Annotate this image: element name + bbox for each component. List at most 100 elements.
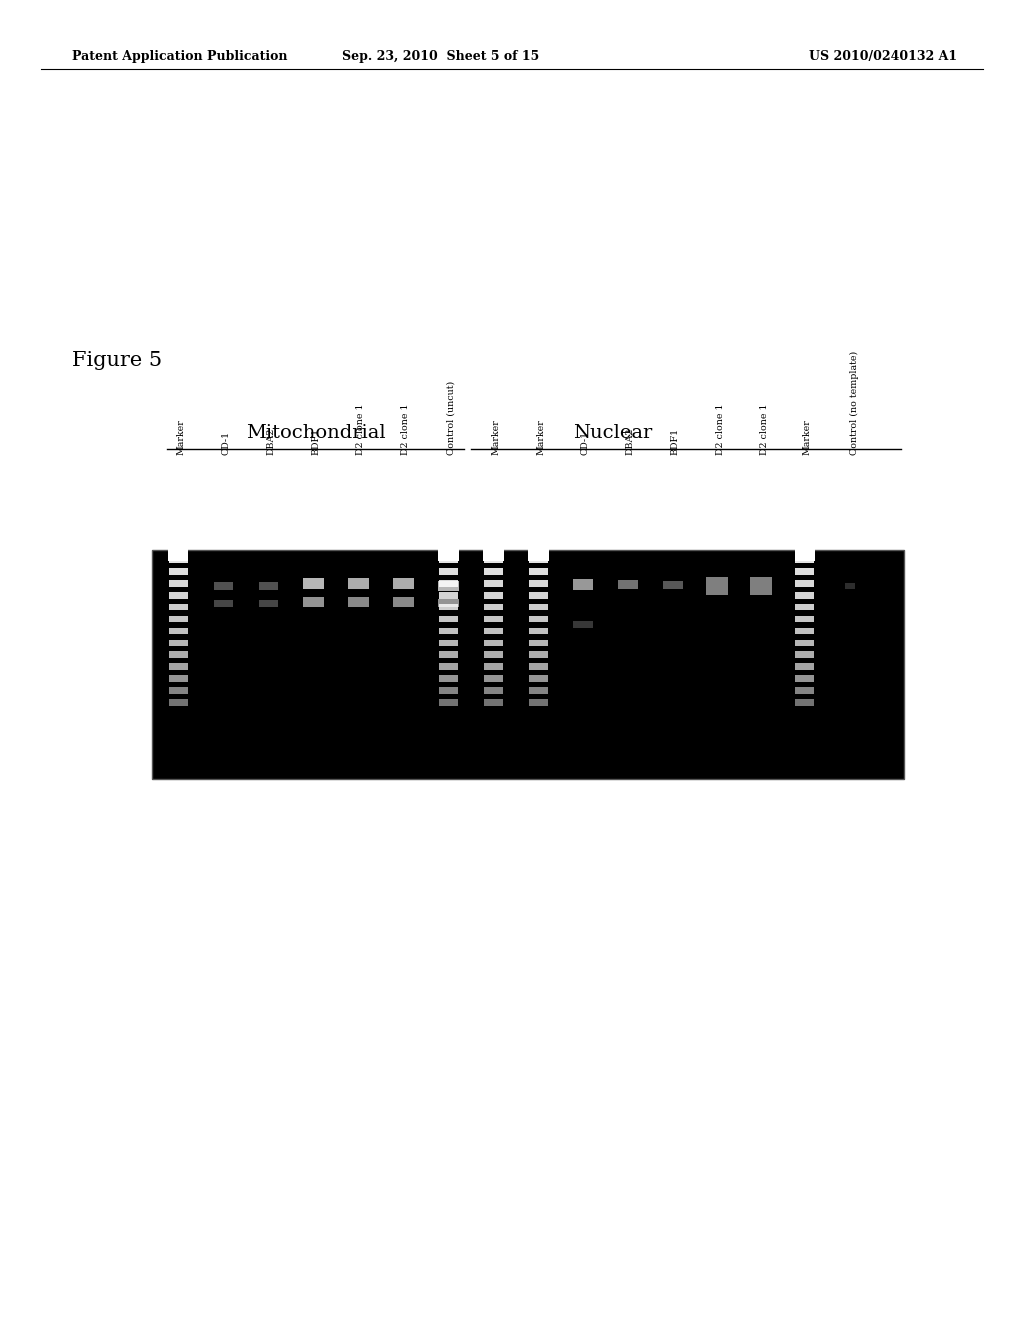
Bar — [169, 686, 187, 694]
Bar — [439, 639, 458, 645]
Text: Marker: Marker — [176, 420, 185, 455]
Bar — [484, 663, 503, 671]
Bar — [214, 599, 232, 606]
Bar — [529, 603, 548, 610]
Bar — [439, 615, 458, 622]
Text: BDF1: BDF1 — [671, 428, 680, 455]
Bar — [484, 675, 503, 681]
Text: Figure 5: Figure 5 — [72, 351, 162, 370]
Bar — [169, 675, 187, 681]
Bar — [750, 577, 772, 594]
Bar — [348, 578, 369, 589]
Bar — [529, 557, 548, 562]
Bar — [484, 568, 503, 576]
Text: DBA2: DBA2 — [266, 428, 275, 455]
Bar — [484, 686, 503, 694]
Text: CD-1: CD-1 — [581, 432, 590, 455]
Bar — [663, 581, 683, 589]
Text: D2 clone 1: D2 clone 1 — [760, 404, 769, 455]
Text: Marker: Marker — [492, 420, 501, 455]
Text: Nuclear: Nuclear — [572, 424, 652, 442]
Bar — [169, 663, 187, 671]
Bar — [528, 540, 549, 561]
Text: Sep. 23, 2010  Sheet 5 of 15: Sep. 23, 2010 Sheet 5 of 15 — [342, 50, 539, 63]
Bar — [483, 540, 504, 561]
Bar — [796, 591, 814, 598]
Bar — [348, 597, 369, 606]
Bar — [438, 581, 459, 590]
Bar — [529, 675, 548, 681]
Bar — [796, 615, 814, 622]
Bar — [439, 700, 458, 705]
Bar — [796, 603, 814, 610]
Bar — [484, 651, 503, 657]
Bar — [796, 639, 814, 645]
Bar — [529, 651, 548, 657]
Bar — [439, 663, 458, 671]
Text: D2 clone 1: D2 clone 1 — [356, 404, 366, 455]
Bar — [439, 568, 458, 576]
Bar — [796, 568, 814, 576]
Bar — [214, 582, 232, 590]
Bar — [796, 675, 814, 681]
Bar — [438, 599, 459, 607]
Bar — [529, 663, 548, 671]
Bar — [572, 579, 593, 590]
Bar — [169, 639, 187, 645]
Bar — [484, 557, 503, 562]
Bar — [438, 540, 459, 561]
Text: US 2010/0240132 A1: US 2010/0240132 A1 — [809, 50, 957, 63]
Bar — [259, 582, 278, 590]
Bar — [439, 579, 458, 586]
Bar — [796, 663, 814, 671]
Bar — [439, 557, 458, 562]
Bar — [795, 540, 815, 561]
Bar — [169, 615, 187, 622]
Text: Mitochondrial: Mitochondrial — [246, 424, 385, 442]
Bar — [439, 686, 458, 694]
Bar — [169, 591, 187, 598]
Bar — [529, 579, 548, 586]
Bar — [796, 686, 814, 694]
Bar — [439, 591, 458, 598]
Bar — [529, 700, 548, 705]
Bar — [169, 603, 187, 610]
Bar — [439, 675, 458, 681]
Text: BDF1: BDF1 — [311, 428, 321, 455]
Bar — [572, 620, 593, 627]
Bar — [529, 615, 548, 622]
Bar — [845, 582, 855, 589]
Bar — [484, 700, 503, 705]
Bar — [439, 627, 458, 634]
Text: CD-1: CD-1 — [221, 432, 230, 455]
Text: D2 clone 1: D2 clone 1 — [716, 404, 725, 455]
Bar — [169, 700, 187, 705]
Bar — [439, 651, 458, 657]
Bar — [796, 651, 814, 657]
Bar — [393, 597, 414, 606]
Bar — [484, 615, 503, 622]
Bar — [303, 597, 324, 606]
Bar — [484, 603, 503, 610]
Bar — [169, 579, 187, 586]
Bar — [796, 579, 814, 586]
Bar — [168, 540, 188, 561]
Bar — [796, 557, 814, 562]
Bar — [169, 557, 187, 562]
Bar — [393, 578, 414, 589]
Bar — [706, 577, 728, 594]
Bar — [152, 550, 904, 779]
Bar — [169, 651, 187, 657]
Bar — [796, 627, 814, 634]
Bar — [484, 639, 503, 645]
Bar — [529, 639, 548, 645]
Text: D2 clone 1: D2 clone 1 — [401, 404, 411, 455]
Bar — [529, 686, 548, 694]
Bar — [169, 627, 187, 634]
Bar — [484, 579, 503, 586]
Text: Marker: Marker — [803, 420, 812, 455]
Text: DBA2: DBA2 — [626, 428, 635, 455]
Bar — [617, 579, 638, 589]
Bar — [529, 627, 548, 634]
Bar — [484, 591, 503, 598]
